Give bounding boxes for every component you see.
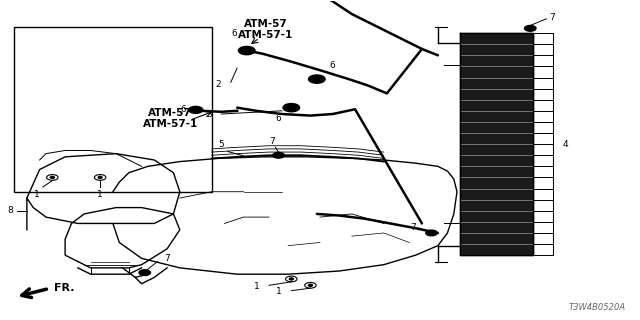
Text: ATM-57
ATM-57-1: ATM-57 ATM-57-1 xyxy=(238,19,294,40)
Text: 7: 7 xyxy=(269,137,275,146)
Circle shape xyxy=(289,278,293,280)
Circle shape xyxy=(426,230,437,236)
Text: 7: 7 xyxy=(164,254,170,263)
Text: 8: 8 xyxy=(7,206,13,215)
Text: 6: 6 xyxy=(330,60,335,69)
Circle shape xyxy=(308,284,312,286)
Text: FR.: FR. xyxy=(54,283,74,292)
Text: 3: 3 xyxy=(206,109,212,118)
Text: 7: 7 xyxy=(549,13,555,22)
Text: T3W4B0520A: T3W4B0520A xyxy=(569,303,626,312)
Text: 1: 1 xyxy=(253,282,259,291)
Circle shape xyxy=(273,152,284,158)
Text: ATM-57
ATM-57-1: ATM-57 ATM-57-1 xyxy=(143,108,198,129)
Text: 1: 1 xyxy=(276,287,282,296)
Circle shape xyxy=(239,46,255,55)
Circle shape xyxy=(283,104,300,112)
Text: 6: 6 xyxy=(231,29,237,38)
Circle shape xyxy=(308,75,325,83)
Bar xyxy=(460,33,534,255)
Text: 6: 6 xyxy=(180,105,186,114)
Circle shape xyxy=(525,26,536,31)
Circle shape xyxy=(98,176,102,179)
Text: 6: 6 xyxy=(276,114,282,123)
Text: 1: 1 xyxy=(97,190,103,199)
Text: 7: 7 xyxy=(410,223,415,232)
Text: 2: 2 xyxy=(216,80,221,89)
Circle shape xyxy=(51,176,54,179)
Bar xyxy=(14,27,212,192)
Text: 1: 1 xyxy=(33,190,39,199)
Circle shape xyxy=(139,270,150,276)
Circle shape xyxy=(189,106,203,113)
Text: 5: 5 xyxy=(218,140,224,149)
Text: 4: 4 xyxy=(562,140,568,148)
